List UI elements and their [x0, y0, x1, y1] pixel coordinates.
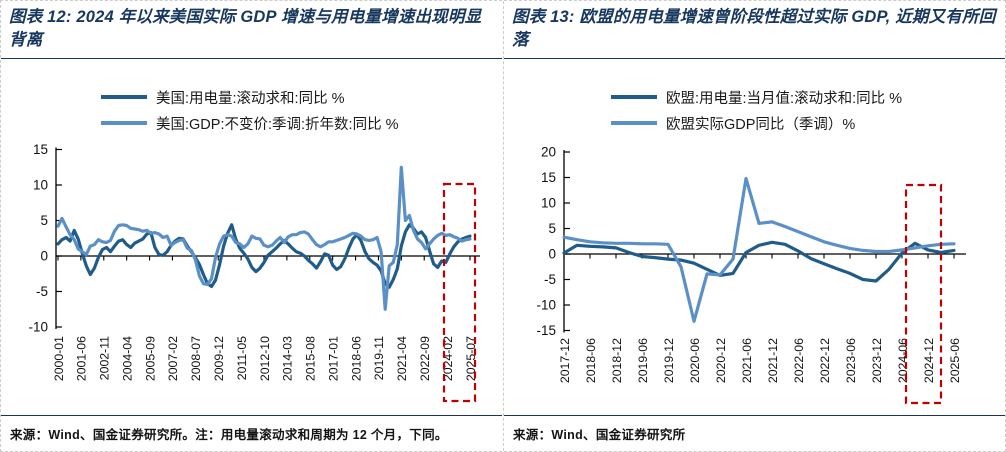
x-tick-label: 2019-12 — [662, 338, 676, 383]
y-tick-label: 0 — [548, 247, 556, 262]
y-tick-label: 15 — [541, 170, 556, 185]
x-tick-label: 2009-12 — [212, 336, 226, 381]
x-tick-label: 2017-12 — [558, 338, 572, 383]
figure-title-eu: 图表 13: 欧盟的用电量增速曾阶段性超过实际 GDP, 近期又有所回落 — [512, 8, 996, 49]
figure-panel-us: 图表 12: 2024 年以来美国实际 GDP 增速与用电量增速出现明显背离 美… — [1, 1, 504, 451]
x-tick-label: 2014-03 — [281, 336, 295, 381]
x-tick-label: 2018-06 — [349, 336, 363, 381]
x-tick-label: 2018-12 — [610, 338, 624, 383]
x-tick-label: 2004-04 — [120, 336, 134, 381]
y-tick-label: -15 — [536, 323, 556, 338]
highlight-box — [904, 183, 943, 405]
us-line-chart: 15 10 5 0 -5 -10 2000-01 2001-06 2002-11 2004-04 2… — [28, 142, 480, 403]
y-tick-label: 5 — [40, 213, 48, 228]
x-tick-label: 2020-12 — [714, 338, 728, 383]
x-tick-label: 2025-07 — [464, 336, 478, 381]
x-tick-label: 2007-02 — [166, 336, 180, 381]
title-divider — [1, 58, 502, 59]
legend-label: 美国:GDP:不变价:季调:折年数:同比 % — [156, 116, 399, 133]
y-tick-label: 15 — [33, 142, 48, 157]
legend-label: 美国:用电量:滚动求和:同比 % — [156, 90, 345, 107]
y-tick-label: -5 — [544, 272, 556, 287]
legend-line-swatch — [611, 95, 657, 99]
x-tick-label: 2015-08 — [304, 336, 318, 381]
x-tick-label: 2024-12 — [922, 338, 936, 383]
source-note-us: 来源：Wind、国金证券研究所。注：用电量滚动求和周期为 12 个月，下同。 — [10, 428, 448, 442]
chart-0-series-1-line — [56, 165, 472, 311]
y-tick-label: -5 — [36, 284, 48, 299]
legend-item: 欧盟实际GDP同比（季调）% — [611, 110, 902, 136]
figure-title-us: 图表 12: 2024 年以来美国实际 GDP 增速与用电量增速出现明显背离 — [9, 8, 482, 49]
x-tick-label: 2022-09 — [418, 336, 432, 381]
highlight-box — [442, 182, 477, 403]
column-divider — [503, 1, 504, 451]
x-tick-label: 2017-01 — [326, 336, 340, 381]
x-tick-label: 2021-04 — [395, 336, 409, 381]
y-tick-label: -10 — [536, 298, 556, 313]
x-tick-label: 2024-06 — [896, 338, 910, 383]
legend-line-swatch — [101, 121, 147, 125]
x-tick-label: 2025-06 — [948, 338, 962, 383]
chart-1-series-1-line — [562, 176, 956, 323]
legend-item: 美国:GDP:不变价:季调:折年数:同比 % — [101, 110, 399, 136]
chart-1-series-0-line — [562, 240, 956, 283]
legend-item: 欧盟:用电量:当月值:滚动求和:同比 % — [611, 84, 902, 110]
x-tick-label: 2018-06 — [584, 338, 598, 383]
chart-bottom-divider — [504, 415, 1005, 416]
x-tick-label: 2001-06 — [75, 336, 89, 381]
x-tick-label: 2000-01 — [52, 336, 66, 381]
y-tick-label: -10 — [28, 320, 48, 335]
x-tick-label: 2011-05 — [235, 336, 249, 380]
x-tick-label: 2023-12 — [870, 338, 884, 383]
legend-label: 欧盟:用电量:当月值:滚动求和:同比 % — [666, 90, 903, 107]
x-tick-label: 2020-06 — [688, 338, 702, 383]
x-tick-label: 2022-06 — [792, 338, 806, 383]
chart-0-series-0-line — [56, 223, 472, 289]
x-tick-label: 2008-07 — [189, 336, 203, 381]
x-tick-label: 2012-10 — [258, 336, 272, 381]
legend-item: 美国:用电量:滚动求和:同比 % — [101, 84, 399, 110]
x-tick-label: 2005-09 — [143, 336, 157, 381]
legend-line-swatch — [101, 95, 147, 99]
x-tick-label: 2021-12 — [766, 338, 780, 383]
legend-line-swatch — [611, 121, 657, 125]
x-tick-label: 2002-11 — [98, 336, 112, 380]
x-tick-label: 2024-02 — [441, 336, 455, 381]
x-tick-label: 2023-06 — [844, 338, 858, 383]
legend-eu: 欧盟:用电量:当月值:滚动求和:同比 % 欧盟实际GDP同比（季调）% — [611, 84, 902, 136]
x-tick-label: 2021-06 — [740, 338, 754, 383]
legend-label: 欧盟实际GDP同比（季调）% — [666, 116, 856, 133]
y-tick-label: 5 — [548, 221, 556, 236]
y-tick-label: 10 — [541, 196, 556, 211]
y-tick-label: 0 — [40, 249, 48, 264]
x-tick-label: 2019-06 — [636, 338, 650, 383]
legend-us: 美国:用电量:滚动求和:同比 % 美国:GDP:不变价:季调:折年数:同比 % — [101, 84, 399, 136]
chart-bottom-divider — [1, 415, 502, 416]
y-tick-label: 20 — [541, 145, 556, 160]
x-tick-label: 2022-12 — [818, 338, 832, 383]
figure-panel-eu: 图表 13: 欧盟的用电量增速曾阶段性超过实际 GDP, 近期又有所回落 欧盟:… — [504, 1, 1005, 451]
y-tick-label: 10 — [33, 178, 48, 193]
x-tick-label: 2019-11 — [372, 336, 386, 380]
title-divider — [504, 58, 1005, 59]
source-note-eu: 来源：Wind、国金证券研究所 — [513, 428, 686, 442]
